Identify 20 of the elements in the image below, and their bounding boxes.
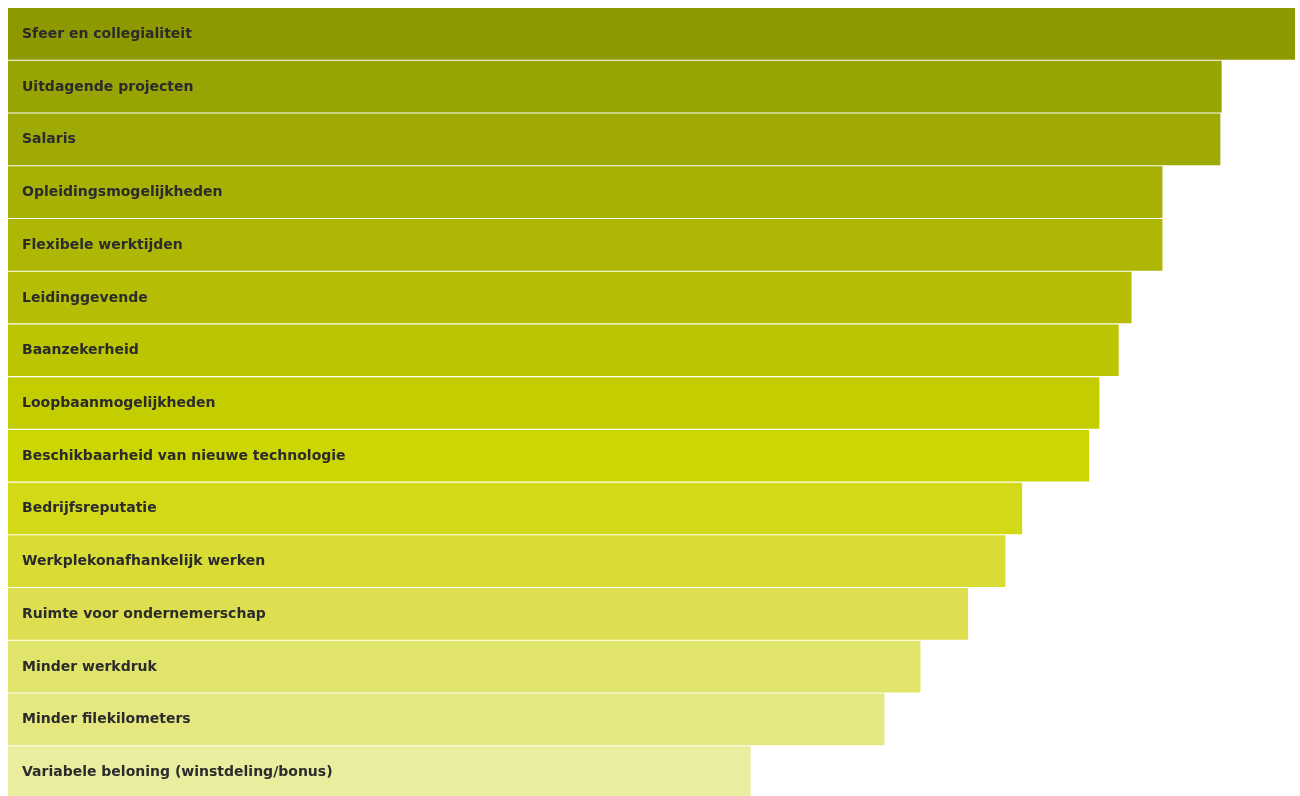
y-tick-label: Werkplekonafhankelijk werken: [22, 552, 266, 569]
y-tick-label: Sfeer en collegialiteit: [22, 24, 193, 41]
y-tick-label: Opleidingsmogelijkheden: [22, 183, 223, 200]
y-tick-label: Uitdagende projecten: [22, 77, 194, 94]
y-tick-label: Baanzekerheid: [22, 341, 139, 358]
bar: [8, 693, 885, 746]
y-tick-label: Loopbaanmogelijkheden: [22, 394, 216, 410]
y-tick-label: Minder werkdruk: [22, 657, 158, 674]
y-tick-label: Ruimte voor ondernemerschap: [22, 604, 266, 621]
y-tick-label: Flexibele werktijden: [22, 235, 183, 252]
bar: [8, 640, 921, 693]
bar: [8, 535, 1006, 588]
y-tick-label: Beschikbaarheid van nieuwe technologie: [22, 446, 346, 463]
y-tick-label: Variabele beloning (winstdeling/bonus): [22, 763, 333, 780]
y-tick-label: Bedrijfsreputatie: [22, 499, 157, 516]
y-tick-label: Minder filekilometers: [22, 710, 191, 727]
y-tick-label: Leidinggevende: [22, 288, 148, 305]
bar: [8, 482, 1023, 535]
bar: [8, 588, 969, 640]
y-tick-label: Salaris: [22, 130, 76, 147]
